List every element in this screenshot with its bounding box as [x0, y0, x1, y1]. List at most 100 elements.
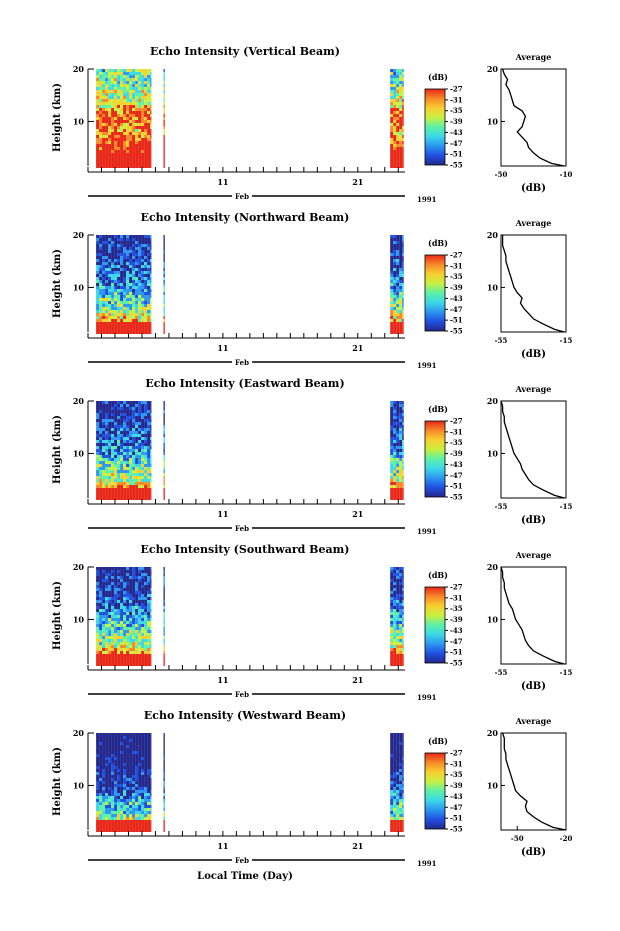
heatmap-cell	[393, 790, 397, 793]
heatmap-cell	[120, 751, 124, 754]
heatmap-cell	[132, 826, 136, 829]
heatmap-cell	[102, 606, 106, 609]
heatmap-cell	[114, 331, 118, 334]
heatmap-cell	[123, 799, 127, 802]
heatmap-cell	[390, 485, 394, 488]
heatmap-cell	[150, 488, 152, 491]
heatmap-cell	[138, 446, 142, 449]
heatmap-cell	[144, 271, 148, 274]
heatmap-cell	[96, 69, 100, 72]
heatmap-cell	[150, 446, 152, 449]
heatmap-cell	[163, 286, 165, 289]
heatmap-cell	[402, 609, 404, 612]
colorbar-tick-label: -55	[450, 327, 463, 336]
heatmap-cell	[141, 799, 145, 802]
heatmap-cell	[396, 757, 400, 760]
heatmap-cell	[138, 621, 142, 624]
heatmap-cell	[396, 425, 400, 428]
heatmap-cell	[393, 81, 397, 84]
heatmap-cell	[147, 111, 151, 114]
heatmap-cell	[141, 805, 145, 808]
heatmap-cell	[402, 479, 404, 482]
heatmap-cell	[105, 473, 109, 476]
heatmap-cell	[111, 624, 115, 627]
heatmap-cell	[99, 624, 103, 627]
heatmap-cell	[102, 440, 106, 443]
heatmap-cell	[99, 497, 103, 500]
heatmap-cell	[144, 99, 148, 102]
heatmap-cell	[108, 286, 112, 289]
heatmap-cell	[120, 823, 124, 826]
heatmap-cell	[123, 265, 127, 268]
heatmap-cell	[147, 331, 151, 334]
heatmap-cell	[129, 766, 133, 769]
heatmap-cell	[96, 274, 100, 277]
heatmap-cell	[141, 289, 145, 292]
heatmap-cell	[114, 591, 118, 594]
profile-x-tick-label: -15	[560, 336, 573, 345]
heatmap-cell	[150, 316, 152, 319]
heatmap-cell	[396, 298, 400, 301]
heatmap-cell	[126, 256, 130, 259]
heatmap-cell	[99, 458, 103, 461]
heatmap-cell	[390, 624, 394, 627]
heatmap-cell	[141, 401, 145, 404]
heatmap-cell	[402, 431, 404, 434]
heatmap-cell	[117, 331, 121, 334]
heatmap-cell	[114, 742, 118, 745]
heatmap-cell	[396, 630, 400, 633]
panel-2: Echo Intensity (Northward Beam)2010Heigh…	[52, 211, 572, 370]
heatmap-cell	[102, 772, 106, 775]
heatmap-cell	[105, 244, 109, 247]
heatmap-cell	[138, 606, 142, 609]
heatmap-cell	[123, 244, 127, 247]
heatmap-cell	[114, 153, 118, 156]
heatmap-cell	[108, 328, 112, 331]
heatmap-cell	[99, 808, 103, 811]
heatmap-cell	[390, 826, 394, 829]
heatmap-cell	[123, 322, 127, 325]
heatmap-cell	[393, 829, 397, 832]
heatmap-cell	[102, 597, 106, 600]
heatmap-cell	[396, 805, 400, 808]
heatmap-cell	[393, 150, 397, 153]
heatmap-cell	[102, 488, 106, 491]
heatmap-cell	[117, 594, 121, 597]
heatmap-cell	[123, 455, 127, 458]
heatmap-cell	[108, 802, 112, 805]
heatmap-cell	[123, 606, 127, 609]
heatmap-cell	[99, 422, 103, 425]
heatmap-cell	[135, 434, 139, 437]
heatmap-cell	[120, 165, 124, 168]
heatmap-cell	[138, 283, 142, 286]
heatmap-cell	[402, 331, 404, 334]
heatmap-cell	[150, 268, 152, 271]
heatmap-cell	[99, 748, 103, 751]
heatmap-cell	[120, 132, 124, 135]
heatmap-cell	[99, 805, 103, 808]
heatmap-cell	[144, 582, 148, 585]
heatmap-cell	[126, 742, 130, 745]
heatmap-cell	[399, 479, 403, 482]
heatmap-cell	[141, 274, 145, 277]
heatmap-cell	[150, 93, 152, 96]
heatmap-cell	[135, 238, 139, 241]
heatmap-cell	[399, 488, 403, 491]
heatmap-cell	[105, 328, 109, 331]
heatmap-cell	[163, 633, 165, 636]
heatmap-cell	[120, 102, 124, 105]
heatmap-cell	[135, 277, 139, 280]
heatmap-cell	[399, 307, 403, 310]
heatmap-cell	[99, 301, 103, 304]
heatmap-cell	[163, 808, 165, 811]
heatmap-cell	[102, 331, 106, 334]
heatmap-cell	[144, 280, 148, 283]
heatmap-cell	[393, 793, 397, 796]
heatmap-cell	[129, 567, 133, 570]
heatmap-cell	[163, 283, 165, 286]
heatmap-cell	[117, 425, 121, 428]
heatmap-cell	[129, 576, 133, 579]
heatmap-cell	[96, 283, 100, 286]
heatmap-cell	[399, 162, 403, 165]
heatmap-cell	[117, 81, 121, 84]
